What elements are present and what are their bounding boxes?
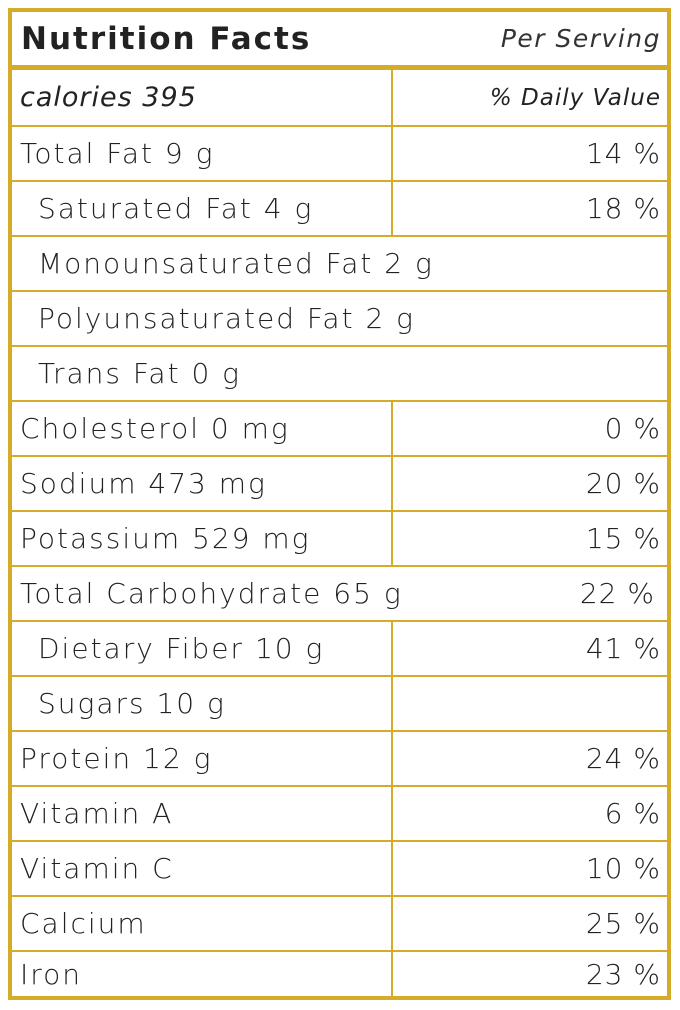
nutrient-row-polyunsaturated-fat: Polyunsaturated Fat 2 g [12, 292, 667, 347]
nutrient-name: Sodium 473 mg [20, 467, 267, 500]
nutrient-daily-value [391, 677, 667, 730]
nutrient-row-sugars: Sugars 10 g [12, 677, 667, 732]
nutrient-row-vitamin-a: Vitamin A 6 % [12, 787, 667, 842]
calories-row: calories 395 % Daily Value [12, 70, 667, 127]
nutrient-name: Trans Fat 0 g [38, 357, 241, 390]
nutrient-daily-value: 0 % [391, 402, 667, 455]
label-title: Nutrition Facts [21, 20, 312, 57]
nutrient-name: Saturated Fat 4 g [38, 192, 314, 225]
nutrient-row-dietary-fiber: Dietary Fiber 10 g 41 % [12, 622, 667, 677]
nutrient-row-trans-fat: Trans Fat 0 g [12, 347, 667, 402]
nutrient-row-vitamin-c: Vitamin C 10 % [12, 842, 667, 897]
nutrient-row-iron: Iron 23 % [12, 952, 667, 996]
nutrient-name: Protein 12 g [20, 742, 213, 775]
nutrient-row-saturated-fat: Saturated Fat 4 g 18 % [12, 182, 667, 237]
nutrient-daily-value: 6 % [391, 787, 667, 840]
nutrient-name: Polyunsaturated Fat 2 g [38, 302, 415, 335]
daily-value-header-cell: % Daily Value [391, 70, 667, 125]
calories-text: calories 395 [20, 82, 197, 113]
nutrient-daily-value: 23 % [391, 952, 667, 996]
nutrient-daily-value: 22 % [579, 577, 655, 610]
nutrient-daily-value: 24 % [391, 732, 667, 785]
label-header: Nutrition Facts Per Serving [12, 12, 667, 70]
nutrient-name: Dietary Fiber 10 g [38, 632, 325, 665]
calories-cell: calories 395 [12, 70, 197, 125]
nutrient-name: Total Carbohydrate 65 g [20, 577, 403, 610]
nutrient-daily-value: 14 % [391, 127, 667, 180]
nutrient-row-monounsaturated-fat: Monounsaturated Fat 2 g [12, 237, 667, 292]
nutrition-label: Nutrition Facts Per Serving calories 395… [8, 8, 671, 1000]
nutrient-name: Calcium [20, 907, 147, 940]
nutrient-daily-value: 15 % [391, 512, 667, 565]
nutrient-name: Total Fat 9 g [20, 137, 215, 170]
daily-value-header: % Daily Value [489, 84, 661, 111]
nutrient-name: Potassium 529 mg [20, 522, 311, 555]
nutrient-row-total-fat: Total Fat 9 g 14 % [12, 127, 667, 182]
nutrient-row-sodium: Sodium 473 mg 20 % [12, 457, 667, 512]
nutrient-daily-value: 20 % [391, 457, 667, 510]
nutrient-row-potassium: Potassium 529 mg 15 % [12, 512, 667, 567]
per-serving: Per Serving [500, 24, 661, 53]
nutrient-name: Vitamin A [20, 797, 174, 830]
per-serving-cell: Per Serving [367, 12, 667, 65]
nutrient-row-total-carbohydrate: Total Carbohydrate 65 g 22 % [12, 567, 667, 622]
nutrient-name: Monounsaturated Fat 2 g [38, 247, 434, 280]
nutrient-row-cholesterol: Cholesterol 0 mg 0 % [12, 402, 667, 457]
nutrient-daily-value: 25 % [391, 897, 667, 950]
label-title-cell: Nutrition Facts [12, 12, 667, 65]
nutrient-daily-value: 18 % [391, 182, 667, 235]
nutrient-row-calcium: Calcium 25 % [12, 897, 667, 952]
nutrient-row-protein: Protein 12 g 24 % [12, 732, 667, 787]
nutrient-name: Cholesterol 0 mg [20, 412, 290, 445]
nutrient-daily-value: 41 % [391, 622, 667, 675]
nutrient-name: Vitamin C [20, 852, 174, 885]
nutrient-daily-value: 10 % [391, 842, 667, 895]
nutrient-name: Iron [20, 957, 83, 991]
nutrient-name: Sugars 10 g [38, 687, 226, 720]
